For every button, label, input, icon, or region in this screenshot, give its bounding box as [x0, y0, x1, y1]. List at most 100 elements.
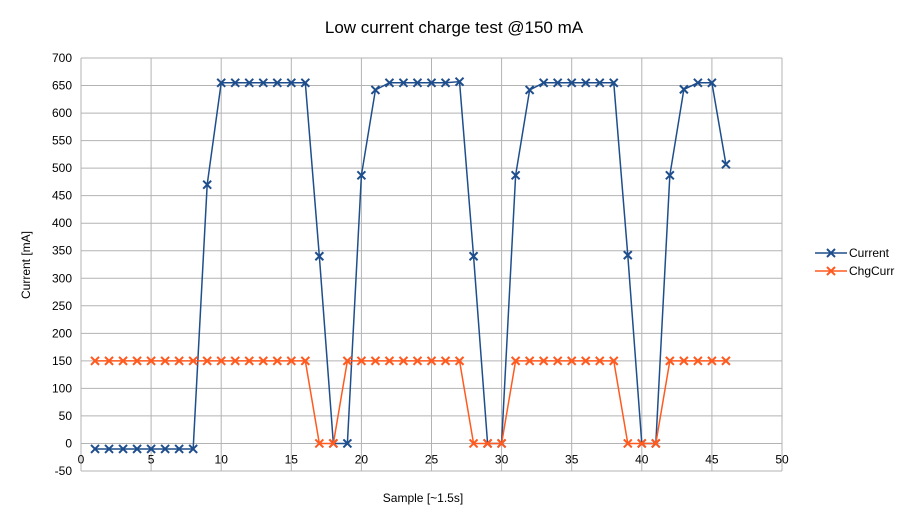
chart-title: Low current charge test @150 mA: [325, 18, 584, 37]
y-tick-label: 150: [52, 354, 72, 368]
data-point-current: [609, 78, 619, 88]
x-tick-label: 30: [495, 452, 509, 466]
data-point-chgcurr: [174, 356, 184, 366]
data-point-current: [104, 444, 114, 454]
x-tick-label: 0: [78, 452, 85, 466]
data-point-current: [679, 84, 689, 95]
data-point-chgcurr: [398, 356, 409, 366]
data-point-chgcurr: [314, 438, 325, 449]
y-tick-label: 300: [52, 271, 72, 285]
legend-swatch-current: [815, 248, 847, 258]
data-point-chgcurr: [244, 356, 254, 366]
data-point-current: [721, 159, 731, 169]
x-tick-label: 40: [635, 452, 649, 466]
data-point-chgcurr: [721, 356, 731, 366]
data-point-current: [665, 170, 675, 180]
data-point-current: [581, 78, 591, 88]
data-point-current: [412, 78, 423, 88]
data-point-chgcurr: [440, 356, 451, 366]
data-point-current: [272, 78, 282, 88]
x-tick-label: 10: [215, 452, 229, 466]
data-point-current: [384, 78, 395, 88]
data-point-chgcurr: [581, 356, 591, 366]
x-tick-label: 35: [565, 452, 579, 466]
data-point-current: [300, 78, 311, 88]
y-tick-label: 0: [65, 436, 72, 450]
data-point-chgcurr: [651, 438, 661, 449]
data-point-chgcurr: [342, 356, 353, 366]
data-point-chgcurr: [637, 438, 647, 449]
data-point-chgcurr: [258, 356, 268, 366]
data-point-current: [342, 438, 353, 449]
data-point-chgcurr: [230, 356, 240, 366]
data-point-current: [538, 78, 549, 88]
data-point-chgcurr: [160, 356, 170, 366]
x-axis-label: Sample [~1.5s]: [383, 491, 463, 505]
data-point-chgcurr: [104, 356, 114, 366]
data-point-chgcurr: [665, 356, 675, 366]
legend-item-chgcurr: ChgCurr: [815, 262, 894, 280]
y-tick-label: 400: [52, 216, 72, 230]
data-point-chgcurr: [300, 356, 311, 366]
x-tick-label: 25: [425, 452, 439, 466]
data-point-current: [510, 170, 521, 180]
y-tick-label: 600: [52, 106, 72, 120]
y-tick-label: 100: [52, 381, 72, 395]
y-tick-label: 350: [52, 244, 72, 258]
series-line-chgcurr: [95, 360, 726, 445]
y-tick-label: 550: [52, 134, 72, 148]
data-point-chgcurr: [524, 356, 535, 366]
data-point-current: [174, 444, 184, 454]
data-point-current: [258, 78, 268, 88]
tick-labels: -500501001502002503003504004505005506006…: [52, 51, 789, 478]
data-point-current: [707, 78, 717, 88]
data-point-chgcurr: [384, 356, 395, 366]
data-point-chgcurr: [118, 356, 128, 366]
data-point-chgcurr: [426, 356, 437, 366]
data-point-chgcurr: [454, 356, 465, 366]
data-point-current: [90, 444, 100, 454]
legend-item-current: Current: [815, 244, 894, 262]
data-point-chgcurr: [552, 356, 563, 366]
legend-swatch-chgcurr: [815, 266, 847, 276]
legend-label-chgcurr: ChgCurr: [849, 264, 895, 278]
x-tick-label: 20: [355, 452, 369, 466]
x-tick-label: 45: [705, 452, 719, 466]
data-point-chgcurr: [510, 356, 521, 366]
data-point-chgcurr: [538, 356, 549, 366]
y-tick-label: 450: [52, 189, 72, 203]
data-point-current: [188, 444, 198, 454]
data-point-current: [314, 251, 325, 261]
series-layer: [90, 76, 731, 454]
data-point-current: [398, 78, 409, 88]
data-point-chgcurr: [328, 438, 339, 449]
y-tick-label: 200: [52, 326, 72, 340]
data-point-current: [524, 85, 535, 95]
data-point-chgcurr: [679, 356, 689, 366]
data-point-chgcurr: [202, 356, 212, 366]
data-point-current: [146, 444, 156, 454]
data-point-chgcurr: [707, 356, 717, 366]
data-point-chgcurr: [370, 356, 381, 366]
data-point-current: [202, 179, 212, 190]
data-point-current: [623, 250, 633, 260]
x-tick-label: 15: [285, 452, 299, 466]
data-point-chgcurr: [412, 356, 423, 366]
data-point-current: [118, 444, 128, 454]
y-tick-label: 700: [52, 51, 72, 65]
grid: [80, 57, 783, 472]
legend-label-current: Current: [849, 246, 890, 260]
y-axis-label: Current [mA]: [19, 231, 33, 299]
data-point-current: [595, 78, 605, 88]
data-point-chgcurr: [216, 356, 226, 366]
legend: Current ChgCurr: [815, 244, 894, 280]
y-tick-label: 250: [52, 299, 72, 313]
data-point-current: [552, 78, 563, 88]
series-line-current: [95, 80, 727, 450]
x-tick-label: 5: [148, 452, 155, 466]
data-point-current: [286, 78, 297, 88]
data-point-current: [440, 78, 451, 88]
data-point-current: [244, 78, 254, 88]
data-point-current: [132, 444, 142, 454]
